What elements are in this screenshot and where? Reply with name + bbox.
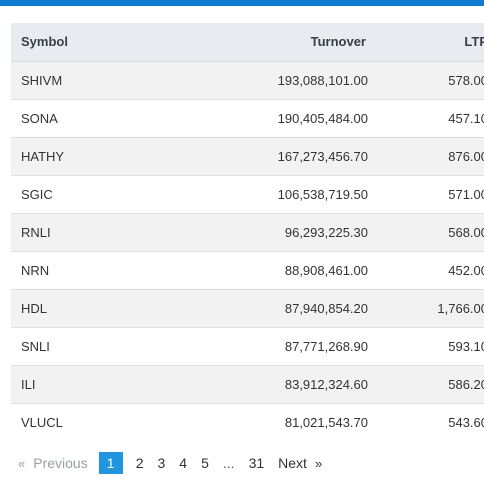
page-31-button[interactable]: 31 [248,455,265,471]
cell-ltp: 593.10 [378,327,484,366]
column-header-ltp[interactable]: LTP [378,23,484,62]
cell-turnover: 88,908,461.00 [171,251,378,290]
cell-symbol: SHIVM [11,61,171,100]
pagination-ellipsis: ... [222,455,235,471]
header-row: Symbol Turnover LTP [11,23,484,62]
pagination: « Previous 1 2 3 4 5 ... 31 Next » [11,452,329,474]
next-page-button[interactable]: Next » [271,452,329,474]
table-row: HDL 87,940,854.20 1,766.00 [11,289,484,328]
page-2-button[interactable]: 2 [135,455,144,471]
cell-symbol: SONA [11,99,171,138]
table-row: SHIVM 193,088,101.00 578.00 [11,61,484,100]
cell-ltp: 568.00 [378,213,484,252]
cell-ltp: 1,766.00 [378,289,484,328]
column-header-turnover[interactable]: Turnover [171,23,378,62]
previous-page-button[interactable]: « Previous [11,452,95,474]
table-row: SGIC 106,538,719.50 571.00 [11,175,484,214]
page-3-button[interactable]: 3 [157,455,166,471]
table-row: ILI 83,912,324.60 586.20 [11,365,484,404]
cell-turnover: 106,538,719.50 [171,175,378,214]
cell-ltp: 543.60 [448,414,484,430]
cell-ltp: 452.00 [378,251,484,290]
cell-ltp: 571.00 [378,175,484,214]
column-header-symbol[interactable]: Symbol [11,23,171,62]
cell-ltp: 586.20 [378,365,484,404]
top-accent-bar [0,0,484,6]
turnover-table: Symbol Turnover LTP SHIVM 193,088,101.00… [11,23,484,441]
cell-turnover: 87,940,854.20 [171,289,378,328]
cell-symbol: VLUCL [21,414,63,430]
cell-ltp: 457.10 [378,99,484,138]
cell-turnover: 83,912,324.60 [171,365,378,404]
table-row: SNLI 87,771,268.90 593.10 [11,327,484,366]
table-row: SONA 190,405,484.00 457.10 [11,99,484,138]
table-row: VLUCL 81,021,543.70 543.60 [11,403,484,441]
cell-symbol: HATHY [11,137,171,176]
cell-symbol: NRN [11,251,171,290]
page-4-button[interactable]: 4 [179,455,188,471]
cell-symbol: ILI [11,365,171,404]
table-header: Symbol Turnover LTP [11,23,484,62]
previous-label: Previous [33,455,88,471]
cell-turnover: 193,088,101.00 [171,61,378,100]
table-row: RNLI 96,293,225.30 568.00 [11,213,484,252]
cell-symbol: SNLI [11,327,171,366]
chevron-double-left-icon: « [18,455,26,471]
next-label: Next [278,455,307,471]
cell-symbol: HDL [11,289,171,328]
cell-ltp: 578.00 [378,61,484,100]
table-row: NRN 88,908,461.00 452.00 [11,251,484,290]
cell-turnover: 96,293,225.30 [171,213,378,252]
cell-turnover: 81,021,543.70 [284,414,368,430]
page-5-button[interactable]: 5 [201,455,209,471]
cell-symbol: RNLI [11,213,171,252]
table-row: HATHY 167,273,456.70 876.00 [11,137,484,176]
chevron-double-right-icon: » [314,455,323,471]
cell-turnover: 87,771,268.90 [171,327,378,366]
turnover-table-container: Symbol Turnover LTP SHIVM 193,088,101.00… [11,23,484,441]
cell-turnover: 190,405,484.00 [171,99,378,138]
page-1-button[interactable]: 1 [98,452,123,474]
cell-symbol: SGIC [11,175,171,214]
table-body: SHIVM 193,088,101.00 578.00 SONA 190,405… [11,61,484,441]
cell-ltp: 876.00 [378,137,484,176]
cell-turnover: 167,273,456.70 [171,137,378,176]
